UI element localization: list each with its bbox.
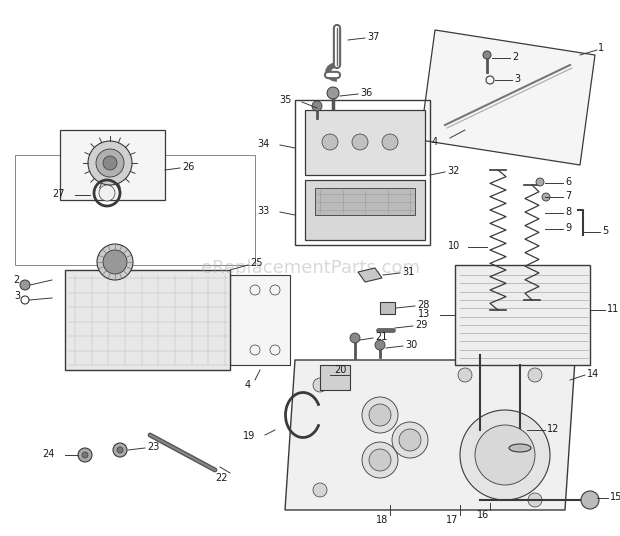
Circle shape xyxy=(99,185,115,201)
Ellipse shape xyxy=(509,444,531,452)
Text: 30: 30 xyxy=(405,340,417,350)
Text: eReplacementParts.com: eReplacementParts.com xyxy=(200,259,420,277)
Circle shape xyxy=(528,493,542,507)
Text: 4: 4 xyxy=(245,380,251,390)
FancyBboxPatch shape xyxy=(60,130,165,200)
Text: 5: 5 xyxy=(602,226,608,236)
Circle shape xyxy=(103,250,127,274)
Text: 15: 15 xyxy=(610,492,620,502)
Polygon shape xyxy=(315,188,415,215)
Text: 35: 35 xyxy=(280,95,292,105)
Text: 28: 28 xyxy=(417,300,430,310)
Polygon shape xyxy=(285,360,575,510)
Circle shape xyxy=(352,134,368,150)
Text: 11: 11 xyxy=(607,304,619,314)
Circle shape xyxy=(581,491,599,509)
Circle shape xyxy=(78,448,92,462)
Circle shape xyxy=(322,134,338,150)
Circle shape xyxy=(88,141,132,185)
Circle shape xyxy=(103,156,117,170)
Circle shape xyxy=(528,368,542,382)
Text: 2: 2 xyxy=(512,52,518,62)
Circle shape xyxy=(313,378,327,392)
Circle shape xyxy=(313,483,327,497)
Text: 24: 24 xyxy=(43,449,55,459)
Circle shape xyxy=(475,425,535,485)
Circle shape xyxy=(399,429,421,451)
Text: 32: 32 xyxy=(447,166,459,176)
Text: 36: 36 xyxy=(360,88,372,98)
Polygon shape xyxy=(358,268,382,282)
Circle shape xyxy=(350,333,360,343)
Text: 20: 20 xyxy=(334,365,346,375)
Text: 3: 3 xyxy=(14,291,20,301)
Circle shape xyxy=(96,149,124,177)
Polygon shape xyxy=(420,30,595,165)
Text: 7: 7 xyxy=(565,191,571,201)
Polygon shape xyxy=(65,270,230,370)
Text: 25: 25 xyxy=(250,258,262,268)
Text: 34: 34 xyxy=(258,139,270,149)
Text: 33: 33 xyxy=(258,206,270,216)
Circle shape xyxy=(82,452,88,458)
Text: 1: 1 xyxy=(598,43,604,53)
Text: 27: 27 xyxy=(53,189,65,199)
Text: 13: 13 xyxy=(418,309,430,319)
Circle shape xyxy=(369,404,391,426)
Text: 29: 29 xyxy=(415,320,427,330)
Text: 4: 4 xyxy=(432,137,438,147)
Text: 31: 31 xyxy=(402,267,414,277)
Circle shape xyxy=(375,340,385,350)
Text: 16: 16 xyxy=(477,510,489,520)
Text: 10: 10 xyxy=(448,241,460,251)
Circle shape xyxy=(458,368,472,382)
Polygon shape xyxy=(230,275,290,365)
Circle shape xyxy=(460,410,550,500)
Polygon shape xyxy=(380,302,395,314)
Text: 21: 21 xyxy=(375,332,388,342)
Polygon shape xyxy=(320,365,350,390)
Text: 18: 18 xyxy=(376,515,388,525)
Circle shape xyxy=(312,101,322,111)
Text: 37: 37 xyxy=(367,32,379,42)
Polygon shape xyxy=(305,110,425,175)
Circle shape xyxy=(97,244,133,280)
Text: 22: 22 xyxy=(216,473,228,483)
Circle shape xyxy=(382,134,398,150)
Text: 19: 19 xyxy=(243,431,255,441)
Circle shape xyxy=(117,447,123,453)
Circle shape xyxy=(536,178,544,186)
Polygon shape xyxy=(305,180,425,240)
Text: 26: 26 xyxy=(182,162,195,172)
Circle shape xyxy=(483,51,491,59)
Text: 8: 8 xyxy=(565,207,571,217)
Circle shape xyxy=(20,280,30,290)
Text: 3: 3 xyxy=(514,74,520,84)
Text: 23: 23 xyxy=(147,442,159,452)
Text: 6: 6 xyxy=(565,177,571,187)
Circle shape xyxy=(392,422,428,458)
Circle shape xyxy=(369,449,391,471)
Circle shape xyxy=(362,442,398,478)
Circle shape xyxy=(542,193,550,201)
Text: 2: 2 xyxy=(14,275,20,285)
Circle shape xyxy=(327,87,339,99)
Circle shape xyxy=(113,443,127,457)
Text: 12: 12 xyxy=(547,424,559,434)
Circle shape xyxy=(362,397,398,433)
Text: 17: 17 xyxy=(446,515,458,525)
Text: 14: 14 xyxy=(587,369,600,379)
Text: 9: 9 xyxy=(565,223,571,233)
Polygon shape xyxy=(455,265,590,365)
